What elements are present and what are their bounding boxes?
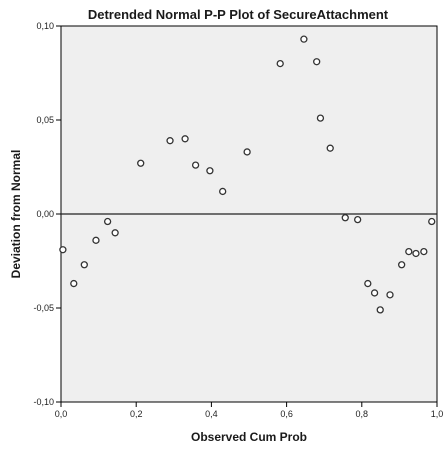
y-tick-label: -0,10 [33, 397, 54, 407]
y-tick-label: 0,00 [36, 209, 54, 219]
data-point [111, 229, 119, 237]
y-axis-ticks: -0,10 -0,05 0,00 0,05 0,10 [33, 21, 61, 407]
data-point [386, 291, 394, 299]
data-point [92, 236, 100, 244]
data-point [181, 135, 189, 143]
data-point [219, 187, 227, 196]
x-axis-label: Observed Cum Prob [191, 430, 307, 444]
x-tick-label: 0,2 [130, 409, 143, 419]
y-tick-label: 0,05 [36, 115, 54, 125]
data-point [316, 114, 325, 122]
data-point [243, 148, 251, 156]
data-point [370, 289, 379, 297]
data-point [70, 279, 78, 288]
y-axis-label: Deviation from Normal [9, 150, 23, 279]
data-point [103, 217, 112, 226]
data-point [354, 215, 362, 224]
data-point [341, 214, 349, 222]
data-point [313, 58, 321, 66]
data-point [376, 306, 384, 314]
data-point [276, 59, 284, 68]
data-point [206, 167, 214, 175]
data-points [59, 35, 436, 314]
x-tick-label: 1,0 [431, 409, 444, 419]
chart-title: Detrended Normal P-P Plot of SecureAttac… [88, 7, 389, 22]
x-tick-label: 0,4 [205, 409, 218, 419]
data-point [364, 279, 372, 288]
data-point [420, 247, 428, 256]
x-tick-label: 0,0 [55, 409, 68, 419]
data-point [191, 161, 200, 169]
data-point [59, 246, 67, 254]
y-tick-label: 0,10 [36, 21, 54, 31]
data-point [137, 159, 145, 167]
x-tick-label: 0,8 [356, 409, 369, 419]
data-point [166, 137, 174, 145]
data-point [80, 261, 88, 269]
data-point [405, 247, 413, 256]
x-axis-ticks: 0,0 0,2 0,4 0,6 0,8 1,0 [55, 402, 444, 419]
data-point [326, 144, 334, 152]
data-point [300, 35, 308, 43]
data-point [428, 217, 436, 226]
x-tick-label: 0,6 [280, 409, 293, 419]
y-tick-label: -0,05 [33, 303, 54, 313]
data-point [412, 249, 420, 258]
data-point [398, 261, 406, 269]
